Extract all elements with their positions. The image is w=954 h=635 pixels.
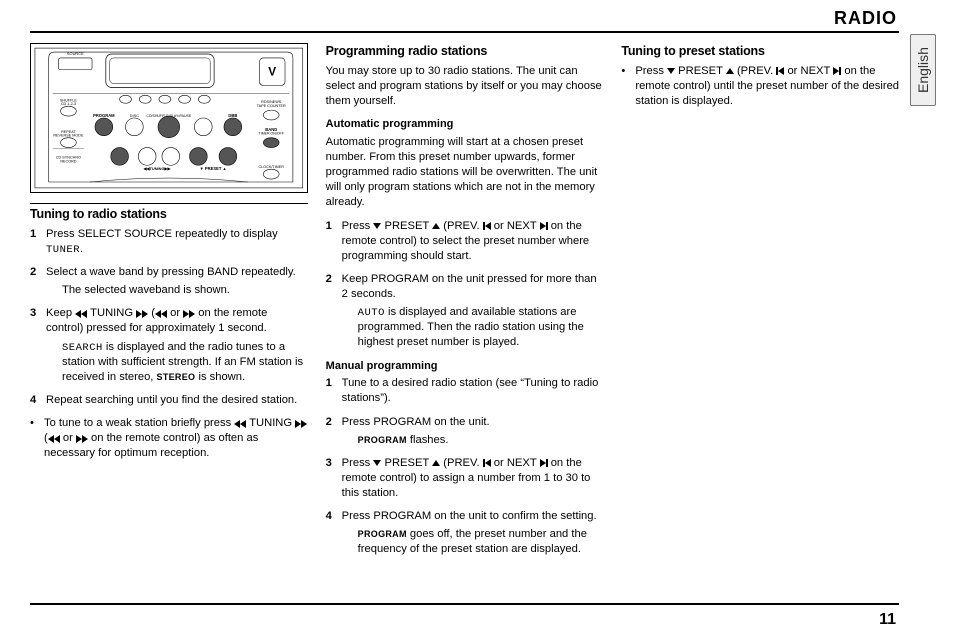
prev-icon: [483, 222, 491, 230]
forward-icon: [295, 420, 307, 428]
section-programming: Programming radio stations: [326, 43, 604, 60]
footer-rule: [30, 603, 899, 605]
device-illustration: SOURCE V SHUFFLE: [30, 43, 308, 193]
svg-text:PROGRAM: PROGRAM: [93, 113, 115, 118]
column-1: SOURCE V SHUFFLE: [30, 43, 308, 565]
step-1: 1 Press SELECT SOURCE repeatedly to disp…: [30, 227, 308, 257]
up-icon: [432, 223, 440, 230]
next-icon: [540, 459, 548, 467]
svg-text:V: V: [268, 65, 276, 79]
subhead-manual: Manual programming: [326, 359, 604, 374]
section-preset: Tuning to preset stations: [621, 43, 899, 60]
rewind-icon: [48, 435, 60, 443]
step-2: 2 Select a wave band by pressing BAND re…: [30, 265, 308, 298]
page-header: RADIO: [30, 8, 899, 31]
auto-step-2: 2 Keep PROGRAM on the unit pressed for m…: [326, 272, 604, 351]
rewind-icon: [75, 310, 87, 318]
svg-text:REVERSE MODE: REVERSE MODE: [53, 134, 84, 138]
programming-intro: You may store up to 30 radio stations. T…: [326, 64, 604, 109]
manual-step-4: 4 Press PROGRAM on the unit to confirm t…: [326, 509, 604, 557]
forward-icon: [136, 310, 148, 318]
next-icon: [540, 222, 548, 230]
language-tab: English: [910, 34, 936, 106]
manual-step-2: 2 Press PROGRAM on the unit. PROGRAM fla…: [326, 415, 604, 448]
svg-text:◀◀TUNING▶▶: ◀◀TUNING▶▶: [142, 166, 171, 171]
svg-text:SOURCE: SOURCE: [67, 51, 84, 56]
rewind-icon: [234, 420, 246, 428]
manual-step-3: 3 Press PRESET (PREV. or NEXT on the rem…: [326, 456, 604, 501]
section-tuning-to-radio: Tuning to radio stations: [30, 203, 308, 223]
rewind-icon: [155, 310, 167, 318]
svg-text:DBB: DBB: [228, 113, 237, 118]
forward-icon: [76, 435, 88, 443]
up-icon: [432, 460, 440, 467]
header-rule: [30, 31, 899, 33]
svg-text:▼ PRESET ▲: ▼ PRESET ▲: [200, 166, 227, 171]
svg-text:CD 1-2-3: CD 1-2-3: [61, 102, 76, 106]
svg-text:TAPE COUNTER: TAPE COUNTER: [257, 104, 286, 108]
auto-step-1: 1 Press PRESET (PREV. or NEXT on the rem…: [326, 219, 604, 264]
manual-step-1: 1 Tune to a desired radio station (see “…: [326, 376, 604, 406]
bullet-weak-station: • To tune to a weak station briefly pres…: [30, 416, 308, 461]
column-2: Programming radio stations You may store…: [326, 43, 604, 565]
svg-text:RECORD: RECORD: [60, 159, 76, 163]
svg-text:DISC: DISC: [130, 113, 140, 118]
svg-text:TIMER ON/OFF: TIMER ON/OFF: [259, 132, 285, 136]
forward-icon: [183, 310, 195, 318]
subhead-auto: Automatic programming: [326, 117, 604, 132]
prev-icon: [483, 459, 491, 467]
column-3: Tuning to preset stations • Press PRESET…: [621, 43, 899, 565]
up-icon: [726, 68, 734, 75]
auto-description: Automatic programming will start at a ch…: [326, 135, 604, 211]
down-icon: [667, 68, 675, 75]
step-3: 3 Keep TUNING ( or on the remote control…: [30, 306, 308, 385]
page-number: 11: [879, 611, 896, 629]
preset-bullet: • Press PRESET (PREV. or NEXT on the rem…: [621, 64, 899, 109]
svg-text:CLOCK/TIMER: CLOCK/TIMER: [258, 165, 284, 169]
step-4: 4 Repeat searching until you find the de…: [30, 393, 308, 408]
